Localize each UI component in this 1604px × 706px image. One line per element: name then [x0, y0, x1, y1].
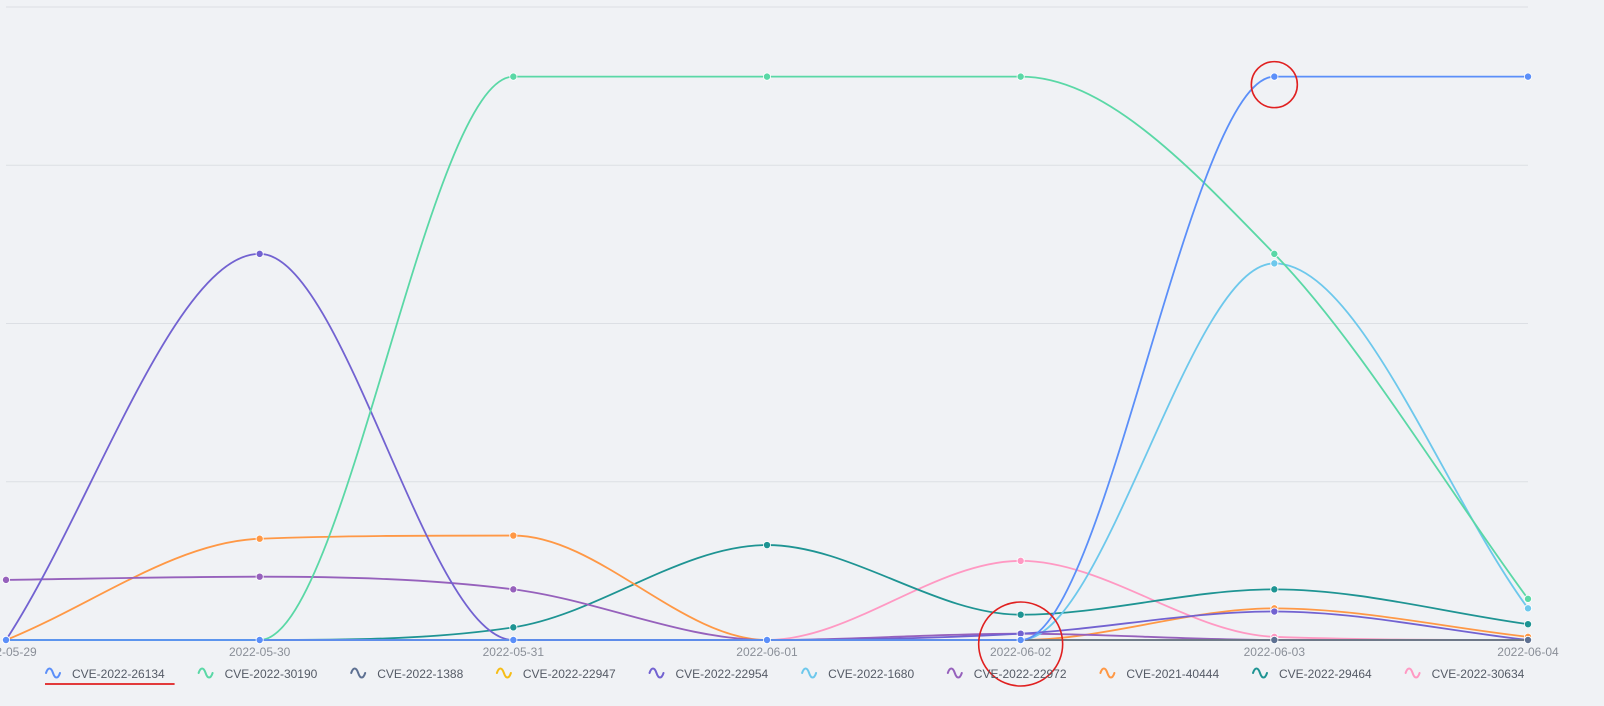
legend-item[interactable]: CVE-2022-22954	[648, 667, 769, 681]
series-CVE-2022-26134	[2, 72, 1533, 645]
legend-label: CVE-2022-26134	[72, 667, 165, 681]
legend-item[interactable]: CVE-2022-22972	[946, 667, 1067, 681]
legend-label: CVE-2022-30190	[225, 667, 318, 681]
data-point	[1016, 556, 1025, 565]
highlight-circle	[1250, 60, 1299, 109]
legend-label: CVE-2022-22972	[974, 667, 1067, 681]
series-line	[5, 252, 1529, 641]
legend-wave-icon	[1404, 667, 1421, 679]
annotations	[977, 60, 1299, 687]
legend-item[interactable]: CVE-2022-26134	[45, 667, 165, 681]
legend-wave-icon	[946, 667, 963, 679]
data-point	[1270, 259, 1279, 268]
x-tick-label: 2022-05-29	[0, 645, 37, 659]
series-CVE-2022-30190	[2, 72, 1533, 645]
data-point	[1270, 607, 1279, 616]
data-point	[1524, 594, 1533, 603]
series-CVE-2022-22954	[2, 249, 1533, 645]
data-point	[509, 636, 518, 645]
series-CVE-2022-29464	[2, 541, 1533, 645]
legend-wave-icon	[197, 667, 214, 679]
legend-wave-icon	[1252, 667, 1268, 679]
legend-label: CVE-2022-22947	[523, 667, 616, 681]
legend-label: CVE-2022-1388	[377, 667, 463, 681]
data-point	[1524, 620, 1533, 629]
data-point	[1270, 636, 1279, 645]
legend-item[interactable]: CVE-2021-40444	[1099, 667, 1219, 681]
legend-label: CVE-2022-30634	[1432, 667, 1525, 681]
x-tick-label: 2022-06-01	[736, 645, 798, 659]
data-point	[2, 575, 10, 584]
data-point	[1016, 610, 1025, 619]
data-point	[1270, 249, 1279, 258]
data-point	[1524, 72, 1533, 81]
legend-item[interactable]: CVE-2022-30634	[1404, 667, 1525, 681]
legend-item[interactable]: CVE-2022-22947	[495, 667, 616, 681]
legend: CVE-2022-26134 CVE-2022-30190 CVE-2022-138…	[45, 667, 1525, 685]
legend-label: CVE-2021-40444	[1126, 667, 1219, 681]
legend-wave-icon	[648, 667, 665, 679]
series-CVE-2022-30634	[2, 556, 1533, 645]
series-group	[2, 72, 1533, 645]
legend-wave-icon	[350, 667, 367, 679]
series-CVE-2022-1680	[2, 259, 1533, 645]
data-point	[1524, 604, 1533, 613]
data-point	[509, 623, 518, 632]
data-point	[509, 585, 518, 594]
x-tick-label: 2022-05-31	[483, 645, 545, 659]
legend-wave-icon	[495, 667, 512, 679]
highlight-circle	[977, 601, 1064, 687]
data-point	[2, 636, 10, 645]
data-point	[255, 572, 264, 581]
legend-wave-icon	[801, 667, 818, 679]
data-point	[763, 541, 772, 550]
data-point	[1016, 72, 1025, 81]
legend-wave-icon	[1099, 667, 1116, 679]
data-point	[509, 72, 518, 81]
data-point	[763, 636, 772, 645]
data-point	[1270, 585, 1279, 594]
data-point	[763, 72, 772, 81]
data-point	[1270, 72, 1279, 81]
series-line	[5, 544, 1529, 641]
series-line	[5, 559, 1529, 641]
legend-item[interactable]: CVE-2022-29464	[1252, 667, 1372, 681]
legend-item[interactable]: CVE-2022-30190	[197, 667, 318, 681]
legend-label: CVE-2022-22954	[676, 667, 769, 681]
data-point	[255, 636, 264, 645]
legend-label: CVE-2022-1680	[828, 667, 914, 681]
data-point	[1524, 636, 1533, 645]
x-tick-label: 2022-05-30	[229, 645, 291, 659]
data-point	[509, 531, 518, 540]
data-point	[255, 249, 264, 258]
legend-wave-icon	[45, 667, 61, 679]
x-axis-ticks: 2022-05-29 2022-05-30 2022-05-31 2022-06-01…	[0, 645, 1559, 659]
legend-item[interactable]: CVE-2022-1680	[801, 667, 914, 681]
x-tick-label: 2022-06-04	[1497, 645, 1559, 659]
series-line	[5, 262, 1529, 641]
x-tick-label: 2022-06-02	[990, 645, 1052, 659]
series-line	[5, 534, 1529, 641]
legend-item[interactable]: CVE-2022-1388	[350, 667, 464, 681]
data-point	[255, 534, 264, 543]
data-point	[1016, 636, 1025, 645]
series-line	[5, 75, 1529, 641]
legend-label: CVE-2022-29464	[1279, 667, 1372, 681]
series-line	[5, 75, 1528, 641]
x-tick-label: 2022-06-03	[1244, 645, 1306, 659]
